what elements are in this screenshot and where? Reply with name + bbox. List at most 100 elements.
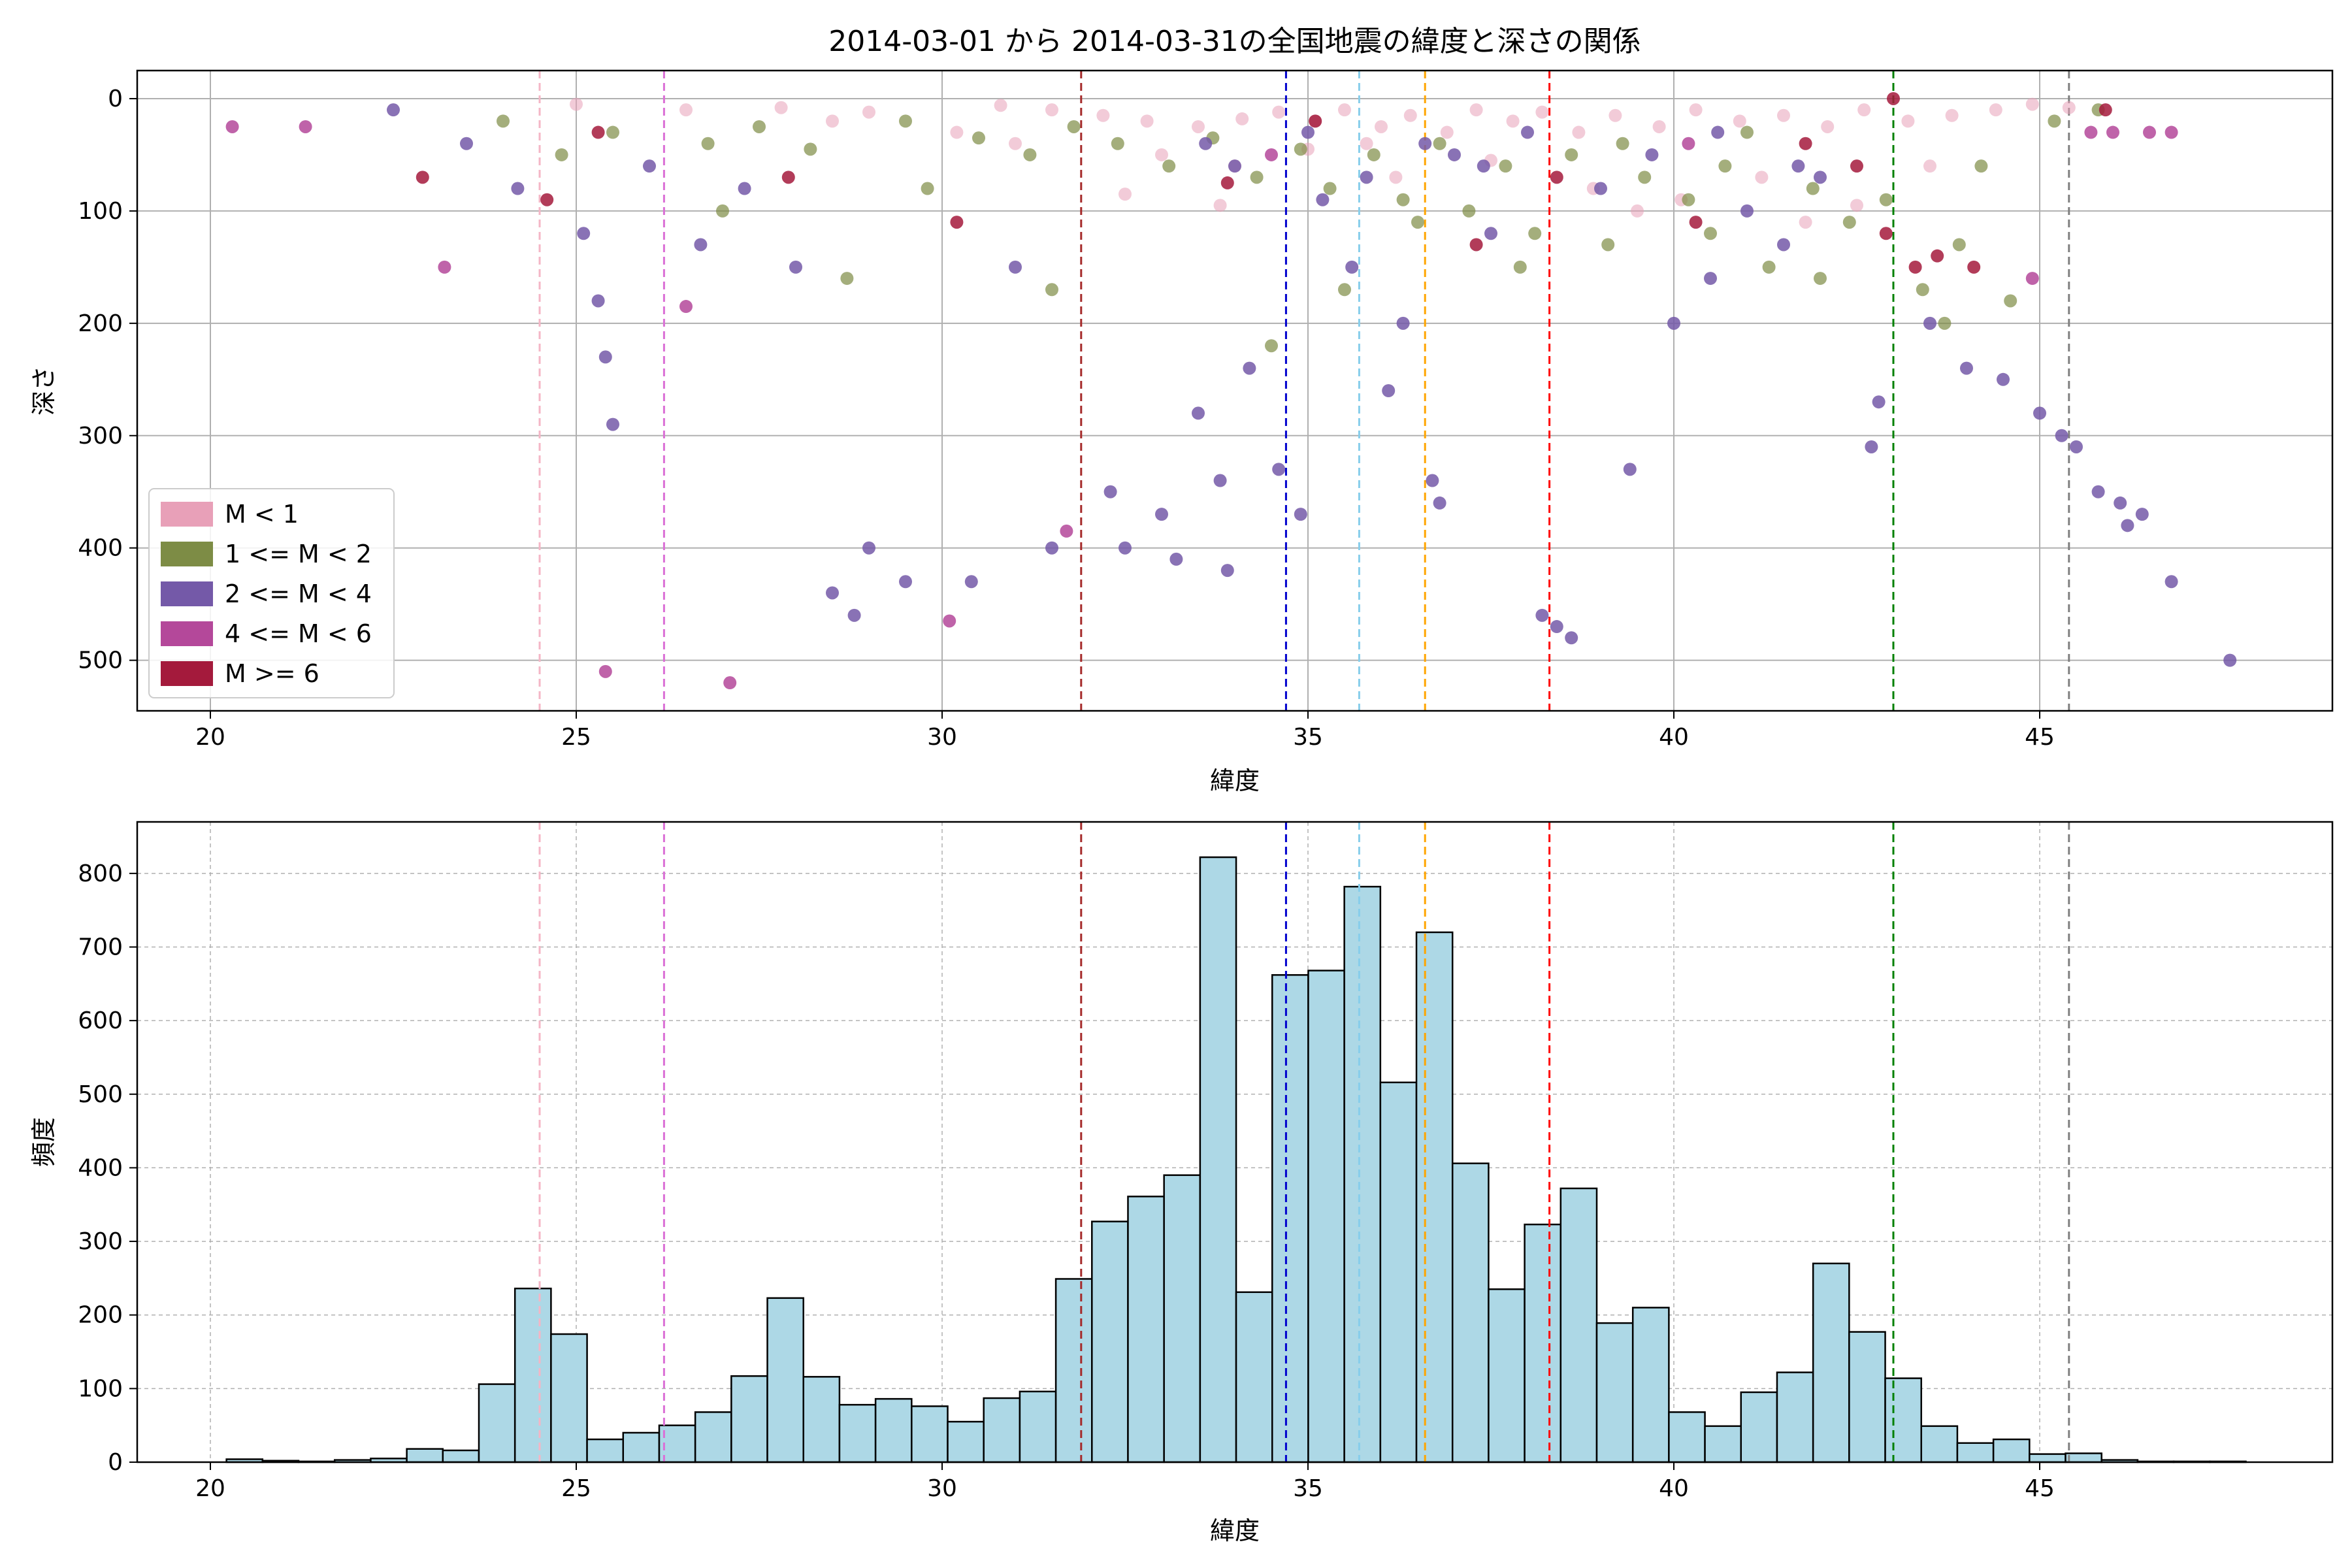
scatter-point (1740, 125, 1754, 139)
scatter-point (577, 227, 591, 240)
scatter-point (840, 272, 854, 286)
scatter-point (2164, 575, 2178, 589)
scatter-point (738, 182, 751, 195)
scatter-point (299, 120, 312, 133)
scatter-point (950, 125, 964, 139)
histogram-x-tick-label: 35 (1293, 1475, 1323, 1502)
scatter-point (1477, 159, 1490, 173)
scatter-point (606, 417, 619, 431)
scatter-point (1762, 260, 1776, 274)
histogram-bar (1488, 1288, 1526, 1463)
histogram-plot-frame (136, 821, 2334, 1463)
scatter-point (1119, 188, 1132, 201)
scatter-point (598, 350, 612, 364)
scatter-point (1484, 227, 1497, 240)
histogram-x-axis-label: 緯度 (1210, 1516, 1260, 1545)
scatter-point (1265, 339, 1278, 353)
scatter-point (2033, 406, 2046, 420)
scatter-point (1338, 283, 1351, 297)
histogram-y-tick-label: 0 (108, 1449, 123, 1476)
scatter-point (1323, 182, 1337, 195)
histogram-bar (1199, 856, 1237, 1463)
scatter-point (1550, 620, 1563, 634)
legend-label: M >= 6 (225, 659, 319, 688)
scatter-point (1301, 125, 1315, 139)
scatter-point (1565, 631, 1578, 645)
scatter-point (1045, 541, 1058, 555)
scatter-x-axis-label: 緯度 (1210, 766, 1260, 795)
scatter-point (1535, 608, 1549, 622)
scatter-point (1638, 171, 1652, 184)
scatter-point (2025, 97, 2039, 111)
scatter-point (804, 142, 817, 156)
scatter-point (1119, 541, 1132, 555)
scatter-point (1067, 120, 1081, 133)
scatter-point (1426, 474, 1439, 487)
scatter-point (1733, 114, 1746, 128)
scatter-point (943, 614, 956, 628)
histogram-bar (1127, 1196, 1165, 1463)
histogram-bar (550, 1333, 588, 1463)
scatter-point (1704, 272, 1717, 286)
histogram-bar (1271, 974, 1309, 1463)
scatter-point (1294, 142, 1307, 156)
legend-label: 4 <= M < 6 (225, 619, 372, 648)
histogram-y-tick-label: 600 (78, 1007, 123, 1034)
histogram-bar (911, 1405, 949, 1463)
scatter-point (1469, 238, 1483, 252)
scatter-point (1045, 283, 1058, 297)
scatter-point (1799, 137, 1812, 150)
scatter-point (826, 586, 839, 600)
scatter-point (1740, 204, 1754, 218)
histogram-bar (1740, 1391, 1778, 1463)
scatter-point (2135, 508, 2149, 521)
scatter-point (1235, 112, 1249, 125)
scatter-point (540, 193, 554, 206)
scatter-point (1879, 193, 1893, 206)
scatter-point (591, 125, 605, 139)
scatter-point (387, 103, 400, 117)
histogram-bar (406, 1448, 444, 1463)
histogram-bar (2065, 1452, 2102, 1463)
histogram-y-tick-label: 500 (78, 1081, 123, 1108)
scatter-point (1140, 114, 1154, 128)
histogram-bar (1812, 1262, 1850, 1463)
scatter-y-ticks: 0 100 200 300 400 500 (78, 86, 137, 674)
scatter-point (1711, 125, 1725, 139)
scatter-point (1309, 114, 1322, 128)
histogram-bar (1956, 1442, 1995, 1463)
histogram-bar (1054, 1278, 1093, 1463)
histogram-x-tick-label: 25 (561, 1475, 591, 1502)
scatter-point (1111, 137, 1124, 150)
histogram-bar (586, 1438, 625, 1463)
scatter-point (1220, 176, 1234, 189)
scatter-point (2164, 125, 2178, 139)
scatter-point (1667, 316, 1680, 330)
scatter-x-tick-label: 40 (1659, 724, 1689, 751)
histogram-bar (622, 1431, 661, 1463)
scatter-point (1192, 406, 1205, 420)
scatter-point (2048, 114, 2061, 128)
scatter-point (899, 114, 912, 128)
histogram-x-tick-label: 40 (1659, 1475, 1689, 1502)
scatter-point (679, 300, 693, 314)
scatter-point (1045, 103, 1058, 117)
scatter-point (570, 97, 583, 111)
scatter-point (994, 99, 1007, 112)
scatter-point (1550, 171, 1563, 184)
scatter-point (1623, 463, 1637, 476)
scatter-point (2114, 496, 2127, 510)
histogram-bar (1451, 1162, 1490, 1463)
scatter-point (972, 131, 985, 145)
scatter-point (2062, 101, 2076, 114)
scatter-x-ticks: 20 25 30 35 40 45 (195, 711, 2055, 751)
scatter-point (1777, 238, 1790, 252)
scatter-point (789, 260, 802, 274)
scatter-point (1411, 216, 1424, 229)
histogram-x-tick-label: 30 (927, 1475, 957, 1502)
histogram-bar (1595, 1322, 1634, 1463)
scatter-point (1689, 103, 1703, 117)
scatter-point (1814, 272, 1827, 286)
scatter-y-tick-label: 200 (78, 310, 123, 337)
histogram-x-tick-label: 45 (2025, 1475, 2055, 1502)
